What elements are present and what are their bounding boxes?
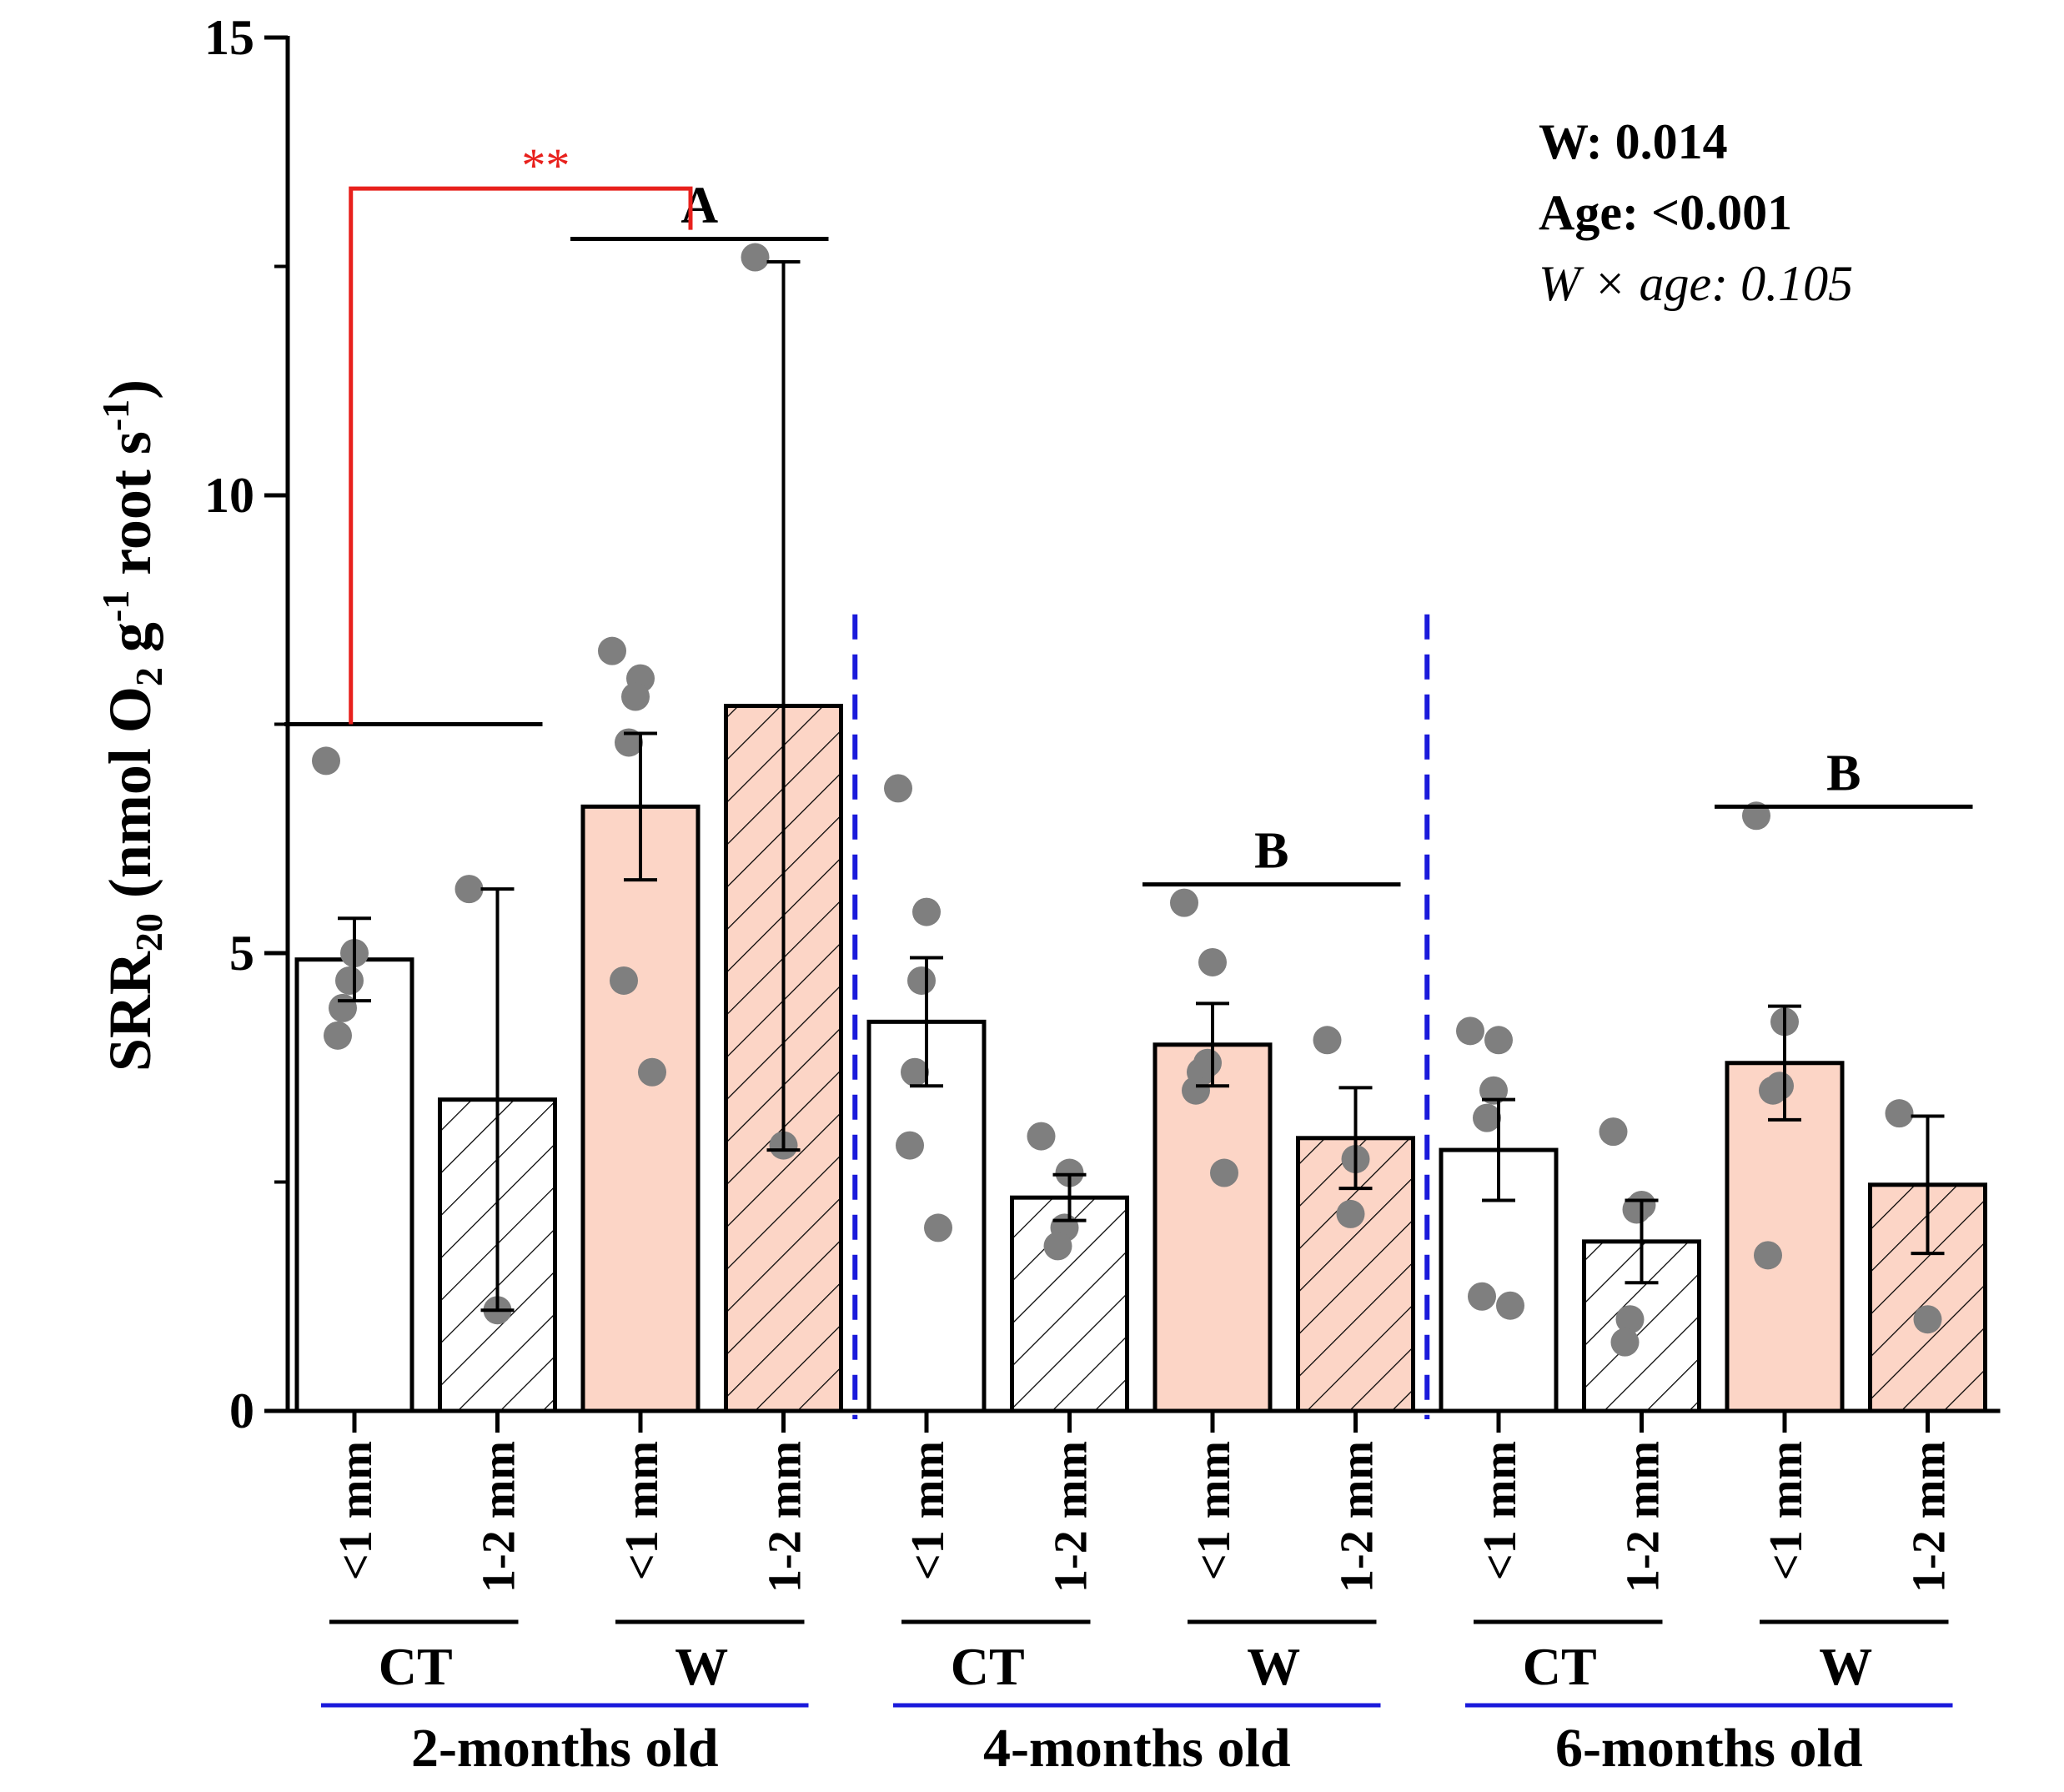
- data-point: [884, 774, 912, 803]
- data-point: [901, 1057, 929, 1087]
- data-point: [335, 966, 364, 995]
- bar-fill: [297, 959, 412, 1411]
- data-point: [1496, 1291, 1524, 1320]
- data-point: [1484, 1026, 1513, 1055]
- bar-fill: [1155, 1044, 1270, 1411]
- x-category-label: 1-2 mm: [1046, 1441, 1097, 1593]
- data-point: [1759, 1076, 1787, 1105]
- x-category-label: 1-2 mm: [760, 1441, 811, 1593]
- group-letter: B: [1254, 823, 1288, 880]
- x-category-label: <1 mm: [616, 1441, 668, 1580]
- stat-interaction: W × age: 0.105: [1539, 256, 1853, 311]
- data-point: [1182, 1076, 1210, 1105]
- group-letter: A: [680, 178, 718, 234]
- x-category-label: 1-2 mm: [1332, 1441, 1384, 1593]
- data-point: [1170, 888, 1198, 917]
- x-category-label: <1 mm: [1760, 1441, 1812, 1580]
- data-point: [1336, 1199, 1365, 1228]
- data-point: [1468, 1282, 1496, 1311]
- data-point: [1456, 1016, 1484, 1046]
- data-point: [598, 636, 626, 665]
- y-tick-label: 0: [229, 1383, 254, 1438]
- treatment-label: CT: [1523, 1637, 1597, 1696]
- y-axis-label: SRR20 (nmol O2 g-1 root s-1): [94, 379, 170, 1072]
- data-point: [1473, 1103, 1501, 1132]
- significance-label: **: [521, 138, 570, 193]
- data-point: [1043, 1232, 1072, 1261]
- age-group-label: 4-months old: [983, 1718, 1291, 1779]
- x-category-label: 1-2 mm: [474, 1441, 525, 1593]
- data-point: [924, 1213, 952, 1242]
- bar-fill: [583, 806, 698, 1411]
- x-category-label: <1 mm: [330, 1441, 382, 1580]
- data-point: [1610, 1328, 1640, 1357]
- data-point: [615, 728, 643, 757]
- treatment-label: W: [1247, 1637, 1300, 1696]
- group-letter: B: [1826, 745, 1861, 801]
- age-group-label: 2-months old: [411, 1718, 719, 1779]
- stat-w: W: 0.014: [1539, 114, 1728, 169]
- data-point: [312, 746, 340, 776]
- data-point: [1885, 1099, 1914, 1128]
- data-point: [1599, 1117, 1628, 1147]
- y-tick-label: 5: [229, 926, 254, 981]
- data-point: [741, 243, 770, 272]
- x-category-label: 1-2 mm: [1618, 1441, 1670, 1593]
- x-category-label: <1 mm: [902, 1441, 954, 1580]
- x-category-label: <1 mm: [1188, 1441, 1240, 1580]
- data-point: [1198, 947, 1227, 976]
- stat-age: Age: <0.001: [1539, 185, 1792, 240]
- data-point: [1210, 1158, 1238, 1187]
- data-point: [324, 1021, 352, 1050]
- y-tick-label: 10: [204, 468, 254, 523]
- data-point: [1754, 1241, 1782, 1270]
- data-point: [610, 966, 638, 995]
- data-point: [329, 993, 357, 1022]
- data-point: [907, 966, 936, 995]
- data-point: [1027, 1122, 1056, 1151]
- data-point: [621, 682, 650, 711]
- treatment-label: CT: [379, 1637, 453, 1696]
- data-point: [1913, 1305, 1942, 1334]
- plot-area: 0 5 10 15 <1 mm 1-2 mm <1 mm 1-2 mm <1 mm 1-2 mm <…: [204, 10, 2001, 1779]
- significance-bracket: [349, 186, 693, 725]
- treatment-label: CT: [951, 1637, 1025, 1696]
- y-tick-label: 15: [204, 10, 254, 65]
- treatment-label: W: [1819, 1637, 1872, 1696]
- data-point: [1615, 1305, 1645, 1334]
- data-point: [1313, 1026, 1342, 1055]
- data-point: [454, 875, 484, 904]
- data-point: [1055, 1158, 1084, 1187]
- treatment-label: W: [675, 1637, 728, 1696]
- data-point: [896, 1131, 924, 1160]
- data-point: [1479, 1076, 1508, 1105]
- age-group-label: 6-months old: [1555, 1718, 1863, 1779]
- x-category-label: <1 mm: [1474, 1441, 1526, 1580]
- data-point: [912, 897, 941, 926]
- data-point: [638, 1057, 666, 1087]
- data-point: [1622, 1195, 1651, 1224]
- x-category-label: 1-2 mm: [1904, 1441, 1956, 1593]
